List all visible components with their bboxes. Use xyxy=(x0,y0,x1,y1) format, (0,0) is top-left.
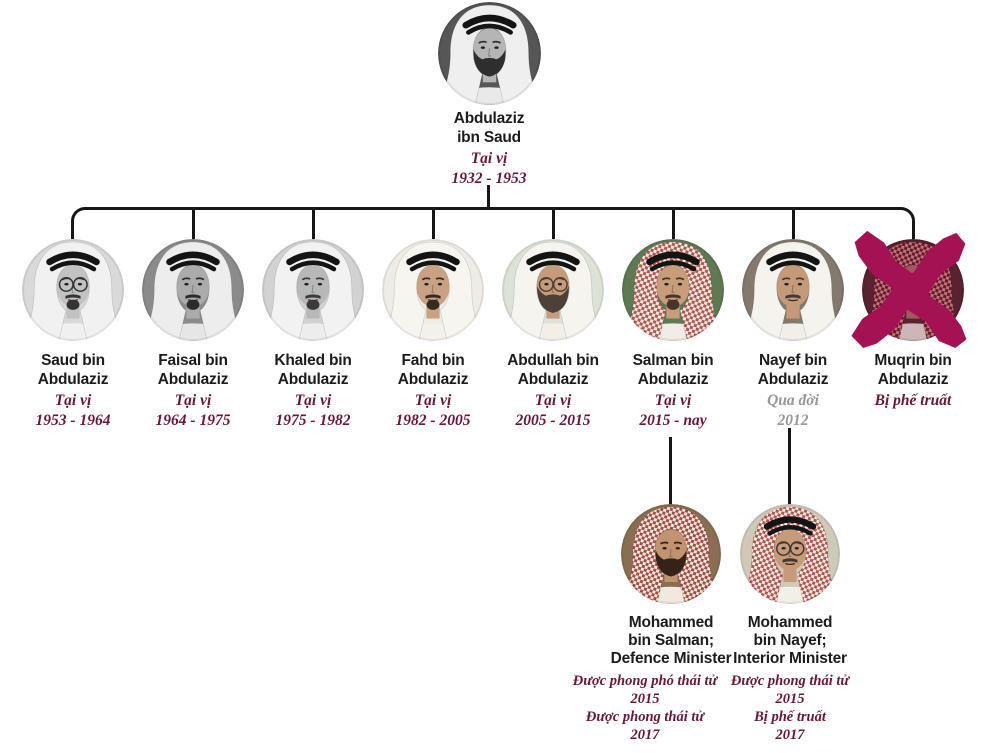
person-node-salman: Salman bin Abdulaziz Tại vị 2015 - nay xyxy=(603,239,743,430)
person-node-faisal: Faisal bin Abdulaziz Tại vị 1964 - 1975 xyxy=(123,239,263,430)
person-status: Tại vị 1964 - 1975 xyxy=(155,392,231,429)
person-node-abdullah: Abdullah bin Abdulaziz Tại vị 2005 - 2015 xyxy=(483,239,623,430)
person-status: Tại vị 1953 - 1964 xyxy=(35,392,111,429)
connector-harness xyxy=(71,207,915,239)
person-status: Tại vị 1975 - 1982 xyxy=(275,392,351,429)
portrait-photo-mbs xyxy=(621,504,721,604)
portrait-photo-saud xyxy=(22,239,124,341)
connector-salman-to-mbs xyxy=(668,437,672,505)
person-name: Muqrin bin Abdulaziz xyxy=(874,352,952,388)
person-name: Nayef bin Abdulaziz xyxy=(757,352,829,388)
person-node-abdulaziz: Abdulaziz ibn Saud Tại vị 1932 - 1953 xyxy=(419,2,559,188)
connector-stub-faisal xyxy=(191,209,195,239)
connector-stub-fahd xyxy=(431,209,435,239)
person-status: Qua đời 2012 xyxy=(767,392,819,429)
connector-stub-nayef xyxy=(791,209,795,239)
portrait-photo-fahd xyxy=(382,239,484,341)
person-name: Khaled bin Abdulaziz xyxy=(274,352,352,388)
person-status: Bị phế truất xyxy=(874,392,952,409)
person-node-mbn: Mohammed bin Nayef; Interior Minister xyxy=(708,504,873,668)
connector-stub-abdullah xyxy=(551,209,555,239)
connector-nayef-to-mbn xyxy=(788,428,791,505)
portrait-photo-faisal xyxy=(142,239,244,341)
portrait-photo-mbn xyxy=(740,504,840,604)
person-name: Saud bin Abdulaziz xyxy=(37,352,109,388)
person-status: Tại vị 1982 - 2005 xyxy=(395,392,471,429)
person-name: Mohammed bin Salman; Defence Minister xyxy=(610,614,732,667)
person-status-mbn: Được phong thái tử 2015 Bị phế truất 2017 xyxy=(730,673,850,743)
person-status-mbs: Được phong phó thái tử 2015 Được phong thá… xyxy=(572,673,718,743)
connector-stub-khaled xyxy=(311,209,315,239)
portrait-photo-salman xyxy=(622,239,724,341)
person-name: Salman bin Abdulaziz xyxy=(632,352,714,388)
person-node-fahd: Fahd bin Abdulaziz Tại vị 1982 - 2005 xyxy=(363,239,503,430)
person-status: Tại vị 2005 - 2015 xyxy=(515,392,591,429)
person-node-khaled: Khaled bin Abdulaziz Tại vị 1975 - 1982 xyxy=(243,239,383,430)
person-status: Tại vị 1932 - 1953 xyxy=(451,150,527,187)
person-status: Tại vị 2015 - nay xyxy=(639,392,707,429)
connector-stub-salman xyxy=(671,209,675,239)
portrait-photo-abdullah xyxy=(502,239,604,341)
person-name: Fahd bin Abdulaziz xyxy=(397,352,469,388)
person-name: Faisal bin Abdulaziz xyxy=(157,352,229,388)
person-node-saud: Saud bin Abdulaziz Tại vị 1953 - 1964 xyxy=(3,239,143,430)
person-node-mbs: Mohammed bin Salman; Defence Minister xyxy=(589,504,754,668)
portrait-photo-nayef xyxy=(742,239,844,341)
person-node-nayef: Nayef bin Abdulaziz Qua đời 2012 xyxy=(723,239,863,430)
portrait-photo-abdulaziz xyxy=(437,2,541,105)
connector-root-drop xyxy=(486,185,490,210)
person-name: Abdullah bin Abdulaziz xyxy=(507,352,599,388)
person-name: Abdulaziz ibn Saud xyxy=(453,110,525,146)
portrait-photo-muqrin xyxy=(862,239,964,341)
person-node-muqrin: Muqrin bin Abdulaziz Bị phế truất xyxy=(843,230,983,411)
portrait-photo-khaled xyxy=(262,239,364,341)
person-name: Mohammed bin Nayef; Interior Minister xyxy=(733,614,847,667)
